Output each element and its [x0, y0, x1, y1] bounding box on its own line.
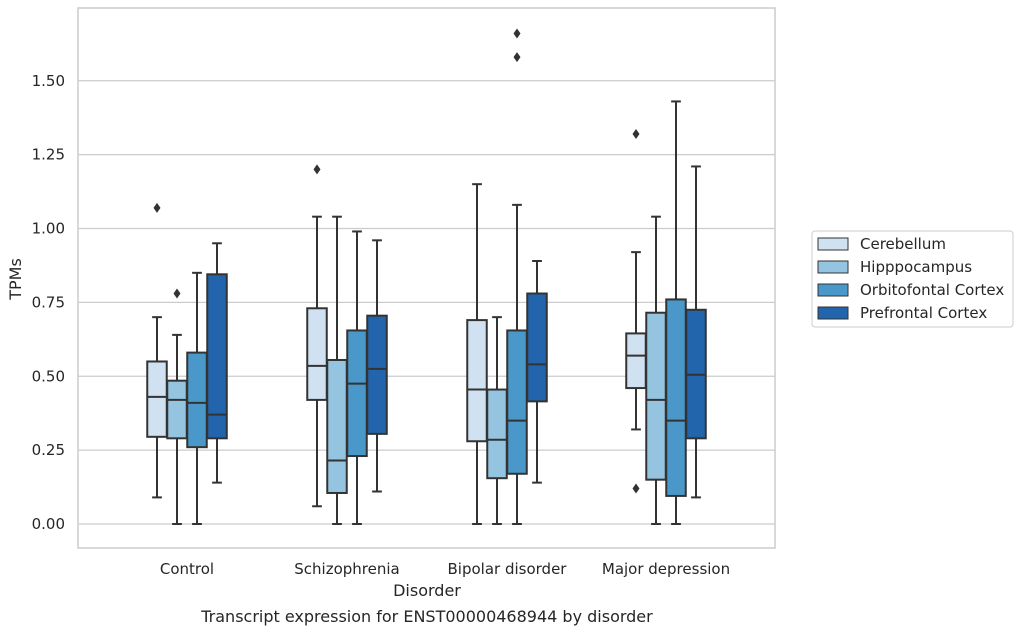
- box-3-3: [685, 165, 707, 499]
- box-body: [146, 360, 168, 438]
- box-body: [326, 358, 348, 494]
- plot-frame: [77, 7, 776, 549]
- outlier-point: [632, 128, 640, 139]
- box-3-0: [625, 128, 647, 494]
- box-body: [486, 388, 508, 480]
- box-0-1: [166, 288, 188, 525]
- box-0-3: [206, 242, 228, 484]
- box-body: [166, 379, 188, 440]
- box-2-2: [506, 28, 528, 525]
- legend: Cerebellum Hipppocampus Orbitofontal Corte…: [811, 230, 1014, 328]
- y-tick-label: 0.00: [32, 515, 65, 533]
- x-axis-title: Disorder: [393, 581, 461, 600]
- x-tick-label: Schizophrenia: [294, 560, 399, 578]
- box-2-3: [526, 260, 548, 484]
- y-tick-label: 0.75: [32, 293, 65, 311]
- y-tick-label: 1.50: [32, 72, 65, 90]
- legend-label: Cerebellum: [860, 235, 946, 253]
- legend-label: Orbitofontal Cortex: [860, 281, 1004, 299]
- chart-title: Transcript expression for ENST0000046894…: [200, 607, 653, 626]
- box-body: [366, 314, 388, 435]
- outlier-point: [632, 483, 640, 494]
- box-1-0: [306, 164, 328, 508]
- box-1-1: [326, 215, 348, 525]
- boxes: [146, 28, 707, 525]
- legend-item: Prefrontal Cortex: [817, 304, 987, 322]
- x-tick-labels: Control Schizophrenia Bipolar disorder Majo…: [160, 560, 730, 578]
- legend-swatch: [817, 283, 849, 297]
- box-body: [306, 307, 328, 401]
- y-tick-labels: 0.00 0.25 0.50 0.75 1.00 1.25 1.50: [32, 72, 65, 533]
- box-3-2: [665, 100, 687, 525]
- legend-item: Orbitofontal Cortex: [817, 281, 1004, 299]
- box-2-1: [486, 316, 508, 525]
- x-tick-label: Control: [160, 560, 214, 578]
- outlier-point: [513, 52, 521, 63]
- box-body: [645, 311, 667, 481]
- y-tick-label: 1.00: [32, 220, 65, 238]
- x-tick-label: Bipolar disorder: [448, 560, 568, 578]
- box-body: [526, 292, 548, 403]
- legend-swatch: [817, 306, 849, 320]
- box-body: [665, 298, 687, 497]
- x-tick-label: Major depression: [602, 560, 730, 578]
- box-3-1: [645, 215, 667, 525]
- outlier-point: [313, 164, 321, 175]
- box-1-3: [366, 239, 388, 493]
- outlier-point: [173, 288, 181, 299]
- y-axis-title: TPMs: [6, 258, 25, 301]
- legend-label: Hipppocampus: [860, 258, 972, 276]
- box-body: [186, 351, 208, 449]
- legend-frame: [811, 230, 1014, 328]
- legend-swatch: [817, 237, 849, 251]
- box-body: [506, 329, 528, 475]
- box-body: [346, 329, 368, 458]
- legend-item: Hipppocampus: [817, 258, 972, 276]
- box-body: [625, 332, 647, 390]
- legend-item: Cerebellum: [817, 235, 946, 253]
- y-tick-label: 0.25: [32, 441, 65, 459]
- legend-swatch: [817, 260, 849, 274]
- box-0-0: [146, 202, 168, 499]
- box-2-0: [466, 183, 488, 525]
- box-0-2: [186, 271, 208, 525]
- outlier-point: [513, 28, 521, 39]
- box-1-2: [346, 230, 368, 525]
- box-body: [466, 319, 488, 443]
- y-tick-label: 1.25: [32, 146, 65, 164]
- legend-label: Prefrontal Cortex: [860, 304, 987, 322]
- y-tick-label: 0.50: [32, 367, 65, 385]
- outlier-point: [153, 202, 161, 213]
- box-body: [206, 273, 228, 440]
